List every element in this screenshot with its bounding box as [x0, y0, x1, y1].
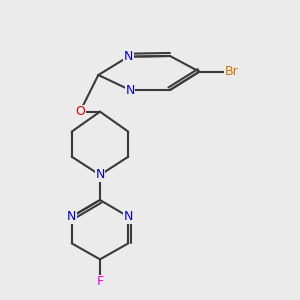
Text: O: O: [75, 105, 85, 118]
Text: F: F: [96, 275, 103, 288]
Text: N: N: [124, 50, 133, 63]
Text: N: N: [95, 169, 105, 182]
Text: N: N: [124, 210, 133, 223]
Text: Br: Br: [225, 65, 239, 78]
Text: N: N: [125, 83, 135, 97]
Text: N: N: [67, 210, 76, 223]
